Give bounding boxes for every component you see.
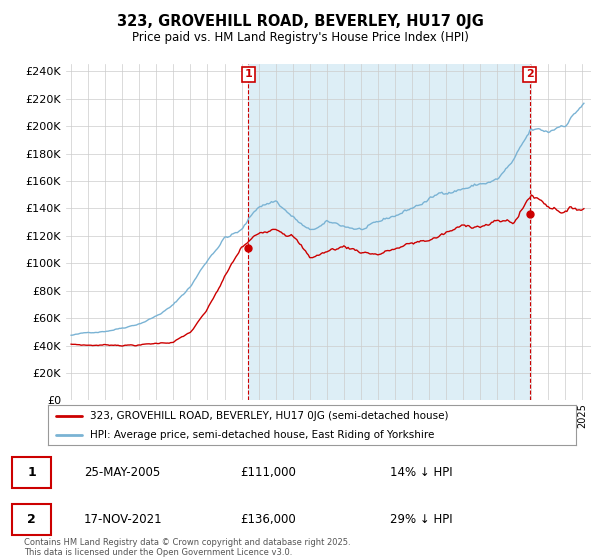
Text: Contains HM Land Registry data © Crown copyright and database right 2025.
This d: Contains HM Land Registry data © Crown c… — [24, 538, 350, 557]
Text: 17-NOV-2021: 17-NOV-2021 — [84, 513, 163, 526]
Text: 29% ↓ HPI: 29% ↓ HPI — [390, 513, 452, 526]
Text: 25-MAY-2005: 25-MAY-2005 — [84, 466, 160, 479]
Text: 1: 1 — [27, 466, 36, 479]
FancyBboxPatch shape — [12, 504, 51, 535]
Text: 2: 2 — [526, 69, 533, 80]
Text: 323, GROVEHILL ROAD, BEVERLEY, HU17 0JG: 323, GROVEHILL ROAD, BEVERLEY, HU17 0JG — [116, 14, 484, 29]
Text: 323, GROVEHILL ROAD, BEVERLEY, HU17 0JG (semi-detached house): 323, GROVEHILL ROAD, BEVERLEY, HU17 0JG … — [90, 411, 449, 421]
Text: HPI: Average price, semi-detached house, East Riding of Yorkshire: HPI: Average price, semi-detached house,… — [90, 430, 434, 440]
Text: 2: 2 — [27, 513, 36, 526]
Text: Price paid vs. HM Land Registry's House Price Index (HPI): Price paid vs. HM Land Registry's House … — [131, 31, 469, 44]
Text: 14% ↓ HPI: 14% ↓ HPI — [390, 466, 452, 479]
FancyBboxPatch shape — [12, 457, 51, 488]
Text: £136,000: £136,000 — [240, 513, 296, 526]
Bar — [248, 64, 530, 400]
Text: 1: 1 — [245, 69, 252, 80]
Text: £111,000: £111,000 — [240, 466, 296, 479]
